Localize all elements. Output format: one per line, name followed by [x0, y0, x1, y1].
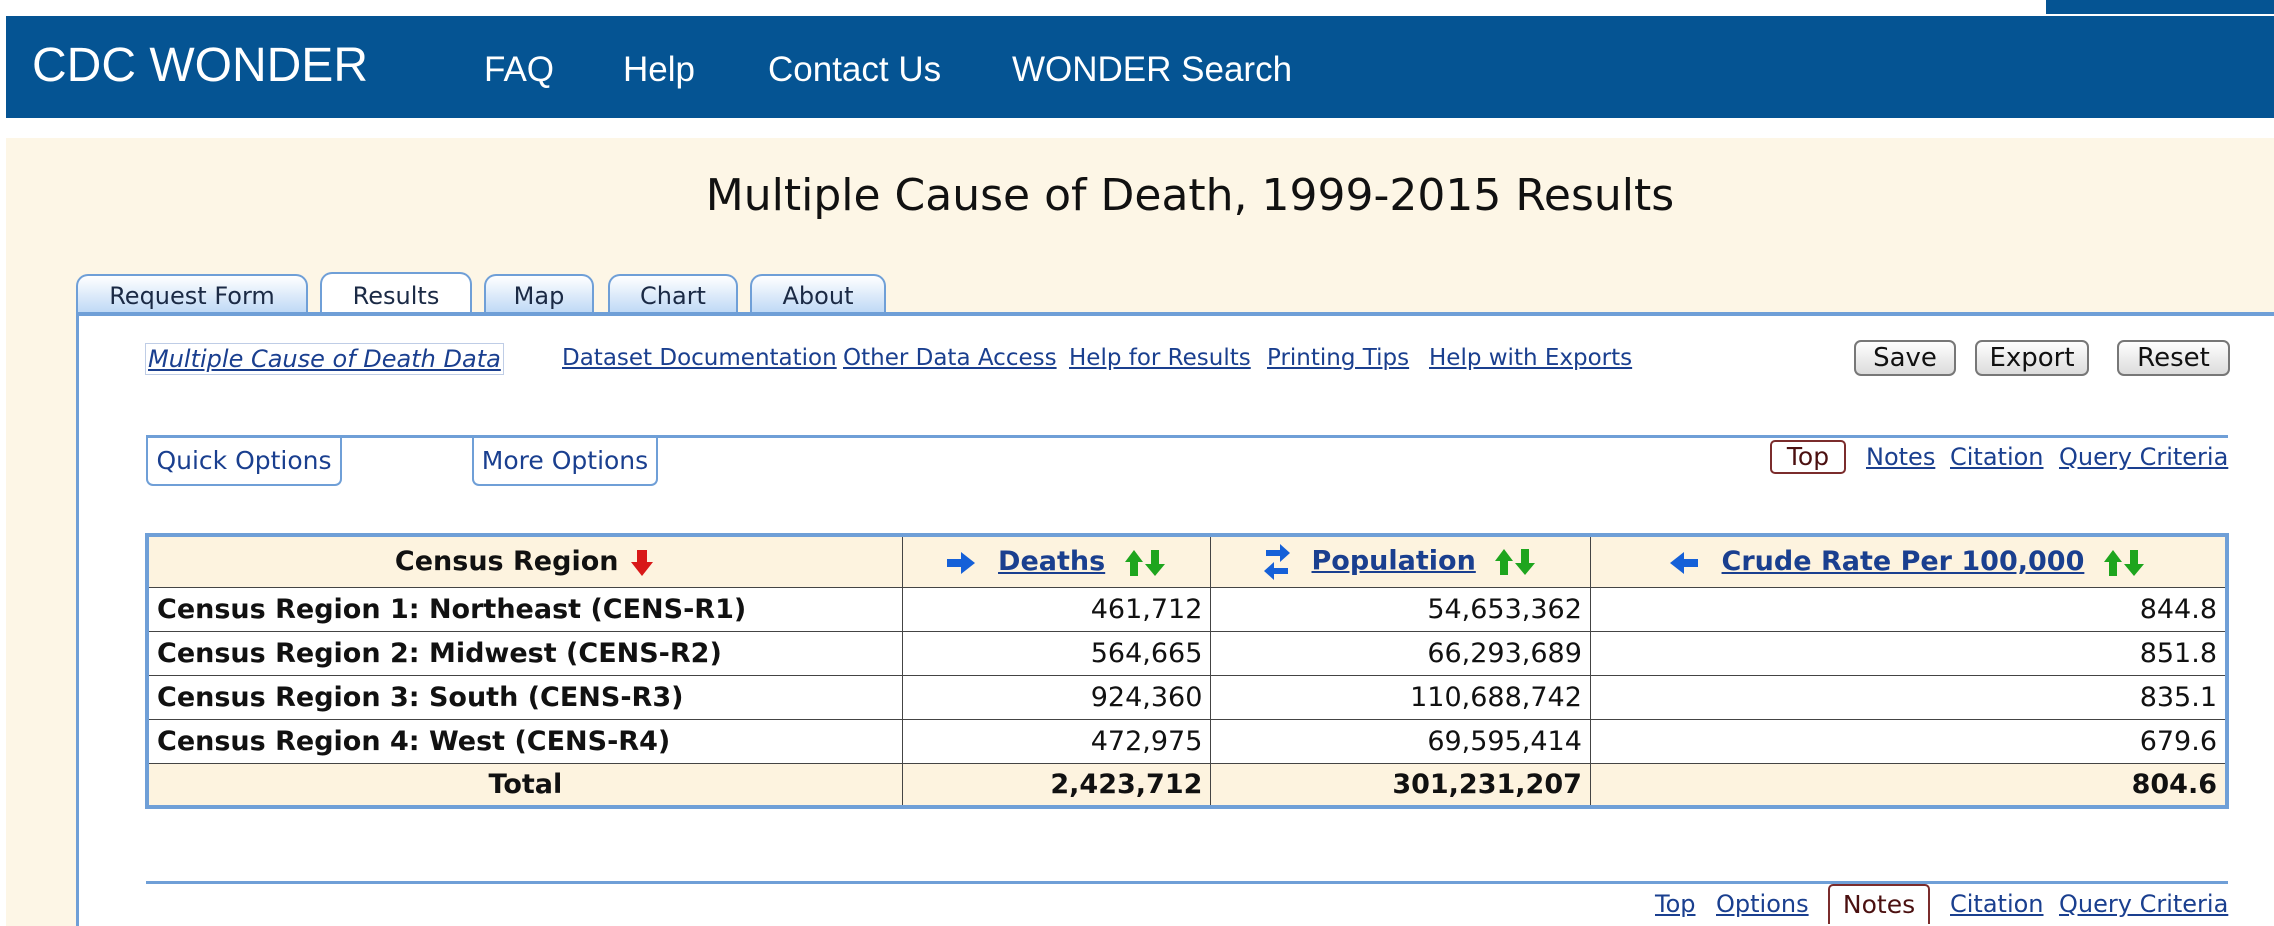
site-header: CDC WONDER FAQ Help Contact Us WONDER Se…: [6, 16, 2274, 118]
table-row: Census Region 4: West (CENS-R4) 472,975 …: [146, 718, 2228, 764]
header-population: Population: [1210, 534, 1591, 588]
export-button[interactable]: Export: [1975, 340, 2089, 376]
section-query-criteria-link[interactable]: Query Criteria: [2059, 443, 2229, 471]
section-top-link[interactable]: Top: [1770, 440, 1846, 474]
header-deaths-link[interactable]: Deaths: [998, 546, 1106, 577]
header-population-link[interactable]: Population: [1311, 545, 1476, 577]
table-row: Census Region 3: South (CENS-R3) 924,360…: [146, 674, 2228, 720]
link-other-data-access[interactable]: Other Data Access: [843, 345, 1057, 371]
options-divider: [146, 435, 2228, 438]
cell-population: 69,595,414: [1210, 718, 1591, 764]
cell-region: Census Region 3: South (CENS-R3): [146, 674, 903, 720]
cell-deaths: 472,975: [901, 718, 1212, 764]
more-options-tab[interactable]: More Options: [472, 438, 658, 486]
cell-crude-rate: 851.8: [1589, 630, 2228, 676]
cell-crude-rate: 835.1: [1589, 674, 2228, 720]
cell-total-crude-rate: 804.6: [1589, 762, 2228, 808]
tab-chart[interactable]: Chart: [608, 274, 738, 314]
reset-button[interactable]: Reset: [2117, 340, 2230, 376]
arrow-right-blue-icon[interactable]: [945, 550, 977, 576]
cell-population: 110,688,742: [1210, 674, 1591, 720]
cell-region: Census Region 1: Northeast (CENS-R1): [146, 586, 903, 632]
cell-total-label: Total: [146, 762, 903, 808]
bottom-options-link[interactable]: Options: [1716, 890, 1809, 918]
nav-wonder-search[interactable]: WONDER Search: [1012, 50, 1293, 89]
cell-deaths: 564,665: [901, 630, 1212, 676]
header-census-region-label: Census Region: [394, 546, 619, 577]
link-printing-tips[interactable]: Printing Tips: [1267, 345, 1410, 371]
tab-map[interactable]: Map: [484, 274, 594, 314]
cell-population: 66,293,689: [1210, 630, 1591, 676]
tab-request-form[interactable]: Request Form: [76, 274, 308, 314]
page-title: Multiple Cause of Death, 1999-2015 Resul…: [705, 170, 1675, 221]
header-deaths: Deaths: [901, 534, 1212, 588]
dataset-link[interactable]: Multiple Cause of Death Data: [145, 343, 504, 375]
sort-down-red-arrow-icon[interactable]: [628, 548, 656, 578]
cell-crude-rate: 844.8: [1589, 586, 2228, 632]
swap-blue-arrows-icon[interactable]: [1262, 542, 1292, 582]
bottom-notes-tab[interactable]: Notes: [1828, 884, 1930, 924]
quick-options-tab[interactable]: Quick Options: [146, 438, 342, 486]
link-dataset-documentation[interactable]: Dataset Documentation: [562, 345, 837, 371]
site-brand[interactable]: CDC WONDER: [32, 39, 368, 92]
cell-crude-rate: 679.6: [1589, 718, 2228, 764]
nav-contact-us[interactable]: Contact Us: [768, 50, 942, 89]
tab-about[interactable]: About: [750, 274, 886, 314]
bottom-query-criteria-link[interactable]: Query Criteria: [2059, 890, 2229, 918]
cell-deaths: 461,712: [901, 586, 1212, 632]
tab-results[interactable]: Results: [320, 272, 472, 316]
nav-help[interactable]: Help: [623, 50, 695, 89]
table-total-row: Total 2,423,712 301,231,207 804.6: [146, 762, 2228, 808]
table-row: Census Region 1: Northeast (CENS-R1) 461…: [146, 586, 2228, 632]
header-top-strip: [2046, 0, 2274, 14]
nav-faq[interactable]: FAQ: [484, 50, 555, 89]
tab-underline: [76, 312, 2274, 316]
section-citation-link[interactable]: Citation: [1950, 443, 2044, 471]
arrow-left-blue-icon[interactable]: [1668, 550, 1700, 576]
header-crude-rate: Crude Rate Per 100,000: [1589, 534, 2228, 588]
bottom-top-link[interactable]: Top: [1655, 890, 1696, 918]
sort-up-down-green-arrows-icon[interactable]: [1123, 548, 1169, 578]
section-notes-link[interactable]: Notes: [1866, 443, 1936, 471]
cell-total-deaths: 2,423,712: [901, 762, 1212, 808]
cell-total-population: 301,231,207: [1210, 762, 1591, 808]
cell-deaths: 924,360: [901, 674, 1212, 720]
notes-divider: [146, 881, 2228, 884]
table-header-row: Census Region Deaths: [146, 534, 2228, 588]
header-census-region: Census Region: [146, 534, 903, 588]
save-button[interactable]: Save: [1854, 340, 1956, 376]
cell-region: Census Region 2: Midwest (CENS-R2): [146, 630, 903, 676]
table-row: Census Region 2: Midwest (CENS-R2) 564,6…: [146, 630, 2228, 676]
sort-up-down-green-arrows-icon[interactable]: [2102, 548, 2148, 578]
link-help-for-results[interactable]: Help for Results: [1069, 345, 1251, 371]
sort-up-down-green-arrows-icon[interactable]: [1493, 547, 1539, 577]
results-table: Census Region Deaths: [145, 533, 2229, 809]
cell-population: 54,653,362: [1210, 586, 1591, 632]
bottom-citation-link[interactable]: Citation: [1950, 890, 2044, 918]
link-help-with-exports[interactable]: Help with Exports: [1429, 345, 1633, 371]
header-crude-rate-link[interactable]: Crude Rate Per 100,000: [1721, 546, 2085, 577]
cell-region: Census Region 4: West (CENS-R4): [146, 718, 903, 764]
